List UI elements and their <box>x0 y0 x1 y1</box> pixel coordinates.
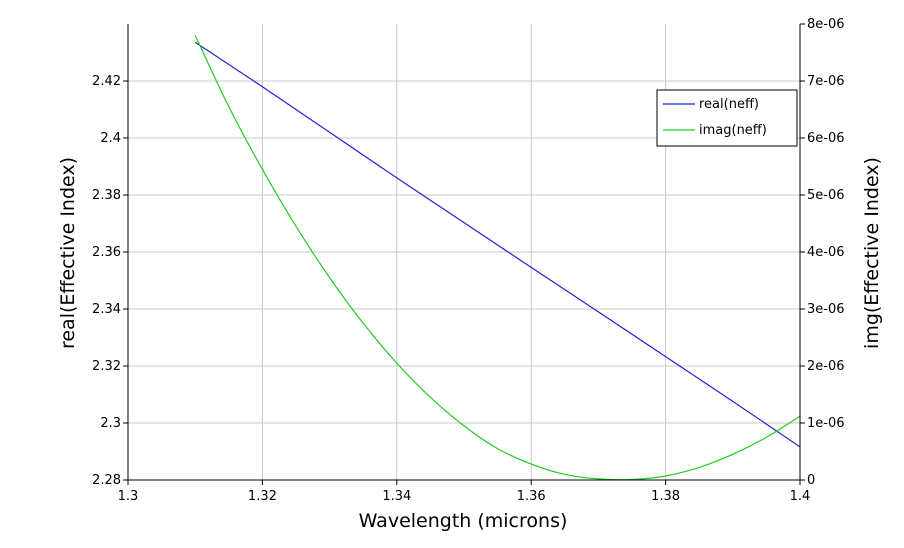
y-right-tick-label: 8e-06 <box>807 17 845 32</box>
series-layer <box>194 35 801 481</box>
y-left-tick-label: 2.36 <box>92 245 121 260</box>
x-tick-label: 1.36 <box>517 489 546 504</box>
y-right-tick-label: 4e-06 <box>807 245 845 260</box>
y-left-tick-label: 2.4 <box>100 131 121 146</box>
y-left-tick-label: 2.34 <box>92 302 121 317</box>
y-left-tick-label: 2.38 <box>92 188 121 203</box>
y-axis-left-title: real(Effective Index) <box>57 157 79 349</box>
y-right-tick-label: 0 <box>807 473 815 488</box>
series-line-real-neff <box>194 41 801 448</box>
legend: real(neff) imag(neff) <box>656 89 798 147</box>
y-axis-right-title: img(Effective Index) <box>861 157 883 349</box>
ticks: 1.3 1.32 1.34 1.36 1.38 1.4 2.28 2.3 2.32 2.34 2.3… <box>92 17 844 504</box>
x-axis-title: Wavelength (microns) <box>359 510 568 532</box>
y-left-tick-label: 2.3 <box>100 416 121 431</box>
y-right-tick-label: 2e-06 <box>807 359 845 374</box>
x-tick-label: 1.3 <box>118 489 139 504</box>
x-tick-label: 1.38 <box>651 489 680 504</box>
series-line-imag-neff <box>194 35 801 481</box>
legend-label-real-neff: real(neff) <box>699 97 759 112</box>
y-right-tick-label: 1e-06 <box>807 416 845 431</box>
y-right-tick-label: 6e-06 <box>807 131 845 146</box>
legend-label-imag-neff: imag(neff) <box>699 123 767 138</box>
y-right-tick-label: 3e-06 <box>807 302 845 317</box>
y-left-tick-label: 2.42 <box>92 74 121 89</box>
y-left-tick-label: 2.32 <box>92 359 121 374</box>
y-right-tick-label: 5e-06 <box>807 188 845 203</box>
x-tick-label: 1.32 <box>248 489 277 504</box>
legend-box <box>656 89 798 147</box>
x-tick-label: 1.34 <box>382 489 411 504</box>
y-right-tick-label: 7e-06 <box>807 74 845 89</box>
x-tick-label: 1.4 <box>790 489 811 504</box>
y-left-tick-label: 2.28 <box>92 473 121 488</box>
